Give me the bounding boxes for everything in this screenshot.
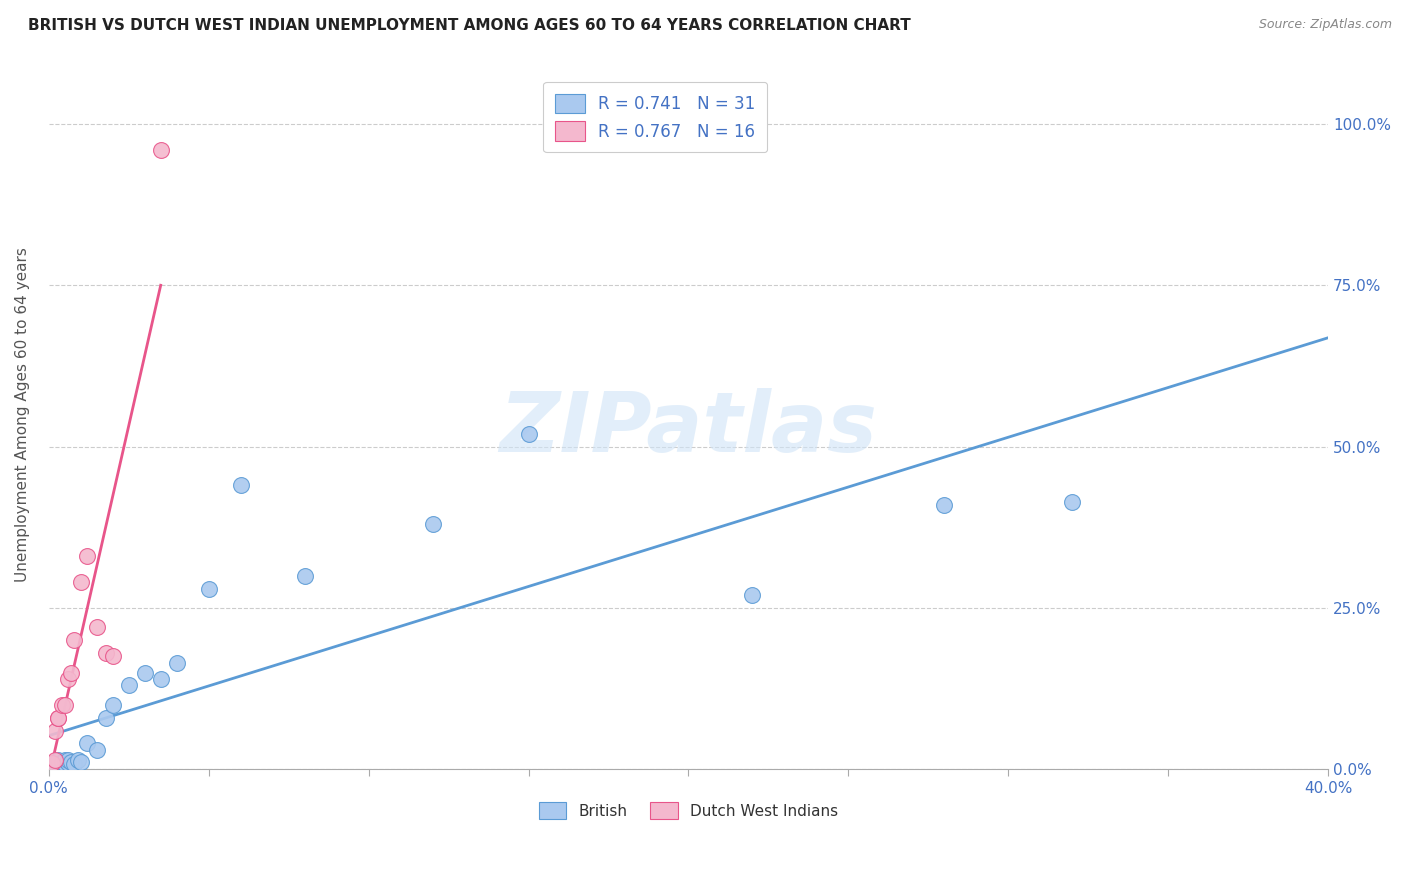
Legend: British, Dutch West Indians: British, Dutch West Indians bbox=[533, 796, 844, 825]
Text: ZIPatlas: ZIPatlas bbox=[499, 388, 877, 469]
Point bbox=[63, 633, 86, 648]
Point bbox=[44, 753, 66, 767]
Point bbox=[741, 588, 763, 602]
Point bbox=[149, 672, 172, 686]
Point bbox=[294, 568, 316, 582]
Point bbox=[51, 698, 73, 712]
Point bbox=[41, 756, 63, 770]
Point bbox=[44, 723, 66, 738]
Point bbox=[76, 737, 98, 751]
Point bbox=[56, 753, 79, 767]
Point bbox=[101, 698, 124, 712]
Point bbox=[149, 143, 172, 157]
Point bbox=[63, 757, 86, 772]
Point bbox=[56, 756, 79, 770]
Point bbox=[44, 759, 66, 773]
Point bbox=[101, 649, 124, 664]
Point bbox=[1062, 494, 1084, 508]
Point bbox=[517, 426, 540, 441]
Point bbox=[69, 755, 91, 769]
Point bbox=[60, 665, 83, 680]
Point bbox=[229, 478, 252, 492]
Point bbox=[51, 755, 73, 769]
Point bbox=[60, 755, 83, 769]
Point bbox=[422, 517, 444, 532]
Point bbox=[46, 753, 69, 767]
Point bbox=[86, 620, 108, 634]
Point bbox=[86, 743, 108, 757]
Point bbox=[118, 678, 141, 692]
Point bbox=[53, 753, 76, 767]
Y-axis label: Unemployment Among Ages 60 to 64 years: Unemployment Among Ages 60 to 64 years bbox=[15, 247, 30, 582]
Point bbox=[53, 698, 76, 712]
Point bbox=[53, 757, 76, 772]
Text: Source: ZipAtlas.com: Source: ZipAtlas.com bbox=[1258, 18, 1392, 31]
Point bbox=[934, 498, 956, 512]
Point bbox=[46, 757, 69, 772]
Point bbox=[96, 711, 118, 725]
Text: BRITISH VS DUTCH WEST INDIAN UNEMPLOYMENT AMONG AGES 60 TO 64 YEARS CORRELATION : BRITISH VS DUTCH WEST INDIAN UNEMPLOYMEN… bbox=[28, 18, 911, 33]
Point bbox=[51, 759, 73, 773]
Point bbox=[44, 756, 66, 770]
Point bbox=[69, 575, 91, 590]
Point bbox=[96, 646, 118, 660]
Point bbox=[76, 549, 98, 564]
Point bbox=[197, 582, 219, 596]
Point bbox=[56, 672, 79, 686]
Point bbox=[134, 665, 156, 680]
Point bbox=[166, 656, 188, 670]
Point bbox=[41, 759, 63, 773]
Point bbox=[66, 753, 89, 767]
Point bbox=[46, 711, 69, 725]
Point bbox=[46, 711, 69, 725]
